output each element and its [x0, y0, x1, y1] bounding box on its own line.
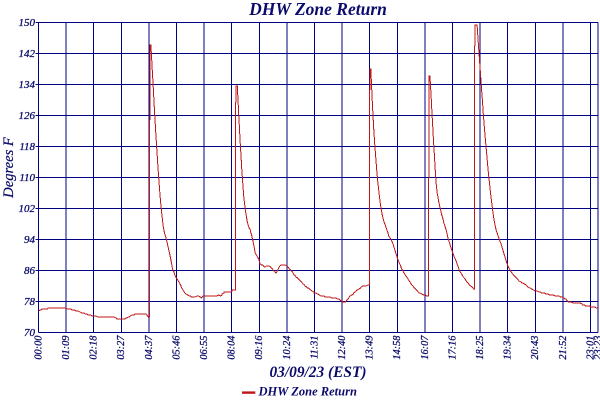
svg-text:05:46: 05:46 — [171, 335, 182, 360]
svg-text:12:40: 12:40 — [337, 335, 348, 360]
svg-text:78: 78 — [24, 296, 36, 308]
svg-text:70: 70 — [24, 327, 36, 339]
svg-text:142: 142 — [19, 48, 36, 60]
svg-text:20:43: 20:43 — [530, 336, 541, 360]
svg-text:16:07: 16:07 — [420, 335, 431, 360]
svg-text:19:34: 19:34 — [503, 336, 514, 360]
svg-text:11:31: 11:31 — [309, 336, 320, 359]
svg-text:126: 126 — [19, 110, 36, 122]
svg-text:86: 86 — [24, 265, 36, 277]
svg-text:23:23: 23:23 — [593, 336, 600, 360]
svg-text:10:24: 10:24 — [282, 336, 293, 360]
svg-text:03:27: 03:27 — [116, 335, 127, 360]
svg-text:110: 110 — [19, 172, 35, 184]
svg-text:03/09/23 (EST): 03/09/23 (EST) — [269, 364, 366, 381]
svg-text:17:16: 17:16 — [447, 335, 458, 360]
svg-text:102: 102 — [19, 203, 36, 215]
svg-text:150: 150 — [19, 17, 36, 29]
svg-text:14:58: 14:58 — [392, 335, 403, 360]
svg-text:04:37: 04:37 — [144, 335, 155, 360]
svg-text:00:00: 00:00 — [33, 335, 44, 360]
svg-text:23:01: 23:01 — [585, 336, 596, 360]
svg-text:09:16: 09:16 — [254, 335, 265, 360]
svg-text:08:04: 08:04 — [227, 336, 238, 360]
svg-text:DHW Zone Return: DHW Zone Return — [258, 385, 357, 399]
svg-text:118: 118 — [19, 141, 35, 153]
svg-text:18:25: 18:25 — [475, 336, 486, 360]
svg-text:94: 94 — [24, 234, 36, 246]
svg-text:06:55: 06:55 — [199, 336, 210, 360]
svg-text:02:18: 02:18 — [89, 335, 100, 360]
svg-text:DHW Zone Return: DHW Zone Return — [248, 0, 387, 19]
svg-text:13:49: 13:49 — [365, 336, 376, 360]
svg-text:21:52: 21:52 — [558, 336, 569, 360]
svg-text:01:09: 01:09 — [61, 336, 72, 360]
svg-text:134: 134 — [19, 79, 36, 91]
svg-text:Degrees F: Degrees F — [1, 136, 17, 199]
